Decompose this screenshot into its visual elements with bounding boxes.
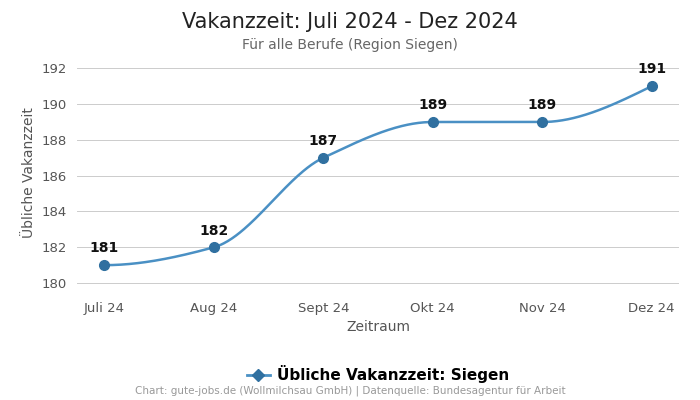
Text: Chart: gute-jobs.de (Wollmilchsau GmbH) | Datenquelle: Bundesagentur für Arbeit: Chart: gute-jobs.de (Wollmilchsau GmbH) …: [134, 386, 566, 396]
Text: 191: 191: [637, 62, 666, 76]
Text: 181: 181: [90, 242, 119, 256]
Text: Vakanzzeit: Juli 2024 - Dez 2024: Vakanzzeit: Juli 2024 - Dez 2024: [182, 12, 518, 32]
X-axis label: Zeitraum: Zeitraum: [346, 320, 410, 334]
Text: 182: 182: [199, 224, 228, 238]
Text: 189: 189: [528, 98, 556, 112]
Text: 189: 189: [418, 98, 447, 112]
Text: 187: 187: [309, 134, 338, 148]
Legend: Übliche Vakanzzeit: Siegen: Übliche Vakanzzeit: Siegen: [241, 359, 515, 389]
Text: Für alle Berufe (Region Siegen): Für alle Berufe (Region Siegen): [242, 38, 458, 52]
Y-axis label: Übliche Vakanzzeit: Übliche Vakanzzeit: [22, 108, 36, 238]
